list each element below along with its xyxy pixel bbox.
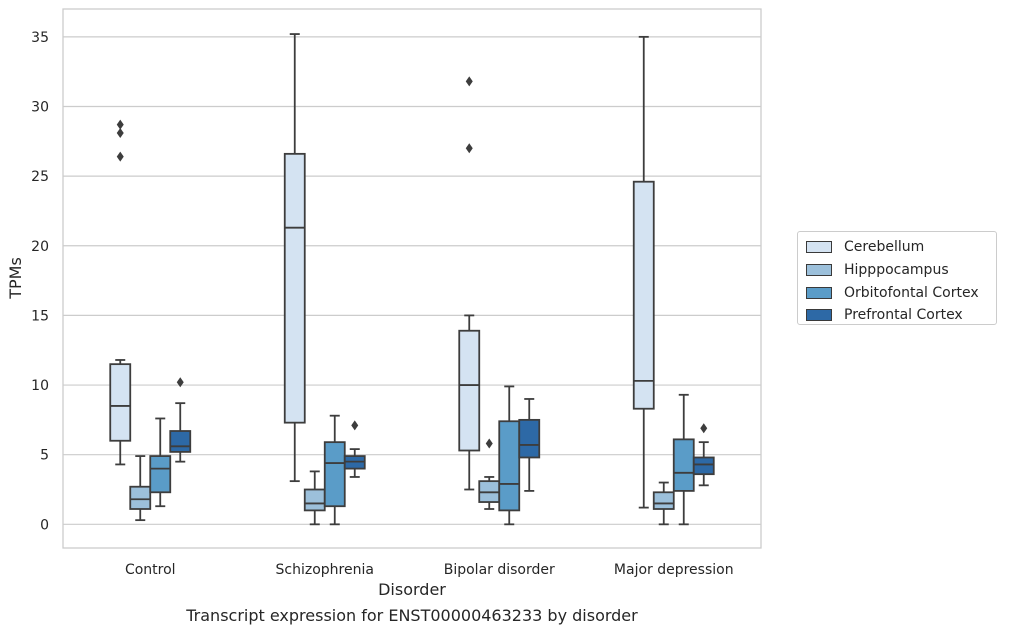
box-iqr xyxy=(149,455,172,494)
box-iqr xyxy=(129,485,152,510)
box-3-1 xyxy=(343,420,366,478)
box-3-3 xyxy=(692,423,715,487)
legend-label-prefrontal: Prefrontal Cortex xyxy=(844,307,963,324)
y-tick-label: 15 xyxy=(31,308,49,324)
box-layer xyxy=(109,33,715,526)
legend-swatch-prefrontal xyxy=(806,309,832,322)
flier-point xyxy=(465,76,473,87)
legend-item-prefrontal: Prefrontal Cortex xyxy=(806,304,996,327)
box-2-0 xyxy=(149,417,172,508)
legend-swatch-orbitofrontal xyxy=(806,286,832,299)
box-2-2 xyxy=(498,385,521,526)
x-tick-label: Major depression xyxy=(614,562,734,578)
y-tick-label: 5 xyxy=(40,448,49,464)
y-tick-label: 25 xyxy=(31,169,49,185)
legend: Cerebellum Hipppocampus Orbitofontal Cor… xyxy=(797,231,997,325)
legend-item-orbitofrontal: Orbitofontal Cortex xyxy=(806,281,996,304)
box-3-2 xyxy=(518,398,541,492)
x-tick-label: Schizophrenia xyxy=(276,562,374,578)
box-iqr xyxy=(672,438,695,492)
box-2-3 xyxy=(672,393,695,526)
box-iqr xyxy=(652,491,675,510)
box-1-1 xyxy=(303,470,326,526)
box-iqr xyxy=(692,456,715,476)
box-iqr xyxy=(518,418,541,459)
box-1-2 xyxy=(478,438,501,510)
x-axis-label: Disorder xyxy=(378,580,446,599)
x-tick-label: Bipolar disorder xyxy=(444,562,555,578)
flier-point xyxy=(116,119,124,130)
chart-caption: Transcript expression for ENST0000046323… xyxy=(186,606,638,625)
flier-point xyxy=(116,127,124,138)
y-tick-label: 35 xyxy=(31,30,49,46)
box-iqr xyxy=(169,430,192,453)
box-iqr xyxy=(458,329,481,452)
box-3-0 xyxy=(169,377,192,463)
box-iqr xyxy=(323,441,346,508)
legend-swatch-hippocampus xyxy=(806,264,832,277)
box-0-3 xyxy=(632,35,655,509)
flier-point xyxy=(116,151,124,162)
box-iqr xyxy=(109,363,132,442)
box-iqr xyxy=(498,420,521,512)
legend-label-orbitofrontal: Orbitofontal Cortex xyxy=(844,284,979,301)
box-1-3 xyxy=(652,481,675,526)
box-iqr xyxy=(303,488,326,512)
y-axis-label: TPMs xyxy=(6,257,25,300)
box-0-1 xyxy=(283,33,306,483)
legend-swatch-cerebellum xyxy=(806,241,832,254)
flier-point xyxy=(485,438,493,449)
x-tick-labels: Control Schizophrenia Bipolar disorder Majo… xyxy=(125,562,734,578)
legend-label-cerebellum: Cerebellum xyxy=(844,239,925,256)
flier-point xyxy=(700,423,708,434)
flier-point xyxy=(351,420,359,431)
y-tick-label: 30 xyxy=(31,99,49,115)
legend-item-cerebellum: Cerebellum xyxy=(806,236,996,259)
box-1-0 xyxy=(129,455,152,522)
y-tick-labels: 0 5 10 15 20 25 30 35 xyxy=(31,30,49,533)
y-tick-label: 20 xyxy=(31,239,49,255)
flier-point xyxy=(465,143,473,154)
y-tick-label: 0 xyxy=(40,517,49,533)
flier-point xyxy=(176,377,184,388)
grid-lines xyxy=(63,36,761,525)
box-iqr xyxy=(283,152,306,424)
plot-frame xyxy=(62,8,762,549)
box-2-1 xyxy=(323,414,346,526)
x-tick-label: Control xyxy=(125,562,176,578)
box-0-0 xyxy=(109,119,132,466)
box-0-2 xyxy=(458,76,481,491)
y-tick-label: 10 xyxy=(31,378,49,394)
box-iqr xyxy=(632,180,655,410)
legend-label-hippocampus: Hipppocampus xyxy=(844,262,949,279)
legend-item-hippocampus: Hipppocampus xyxy=(806,259,996,282)
